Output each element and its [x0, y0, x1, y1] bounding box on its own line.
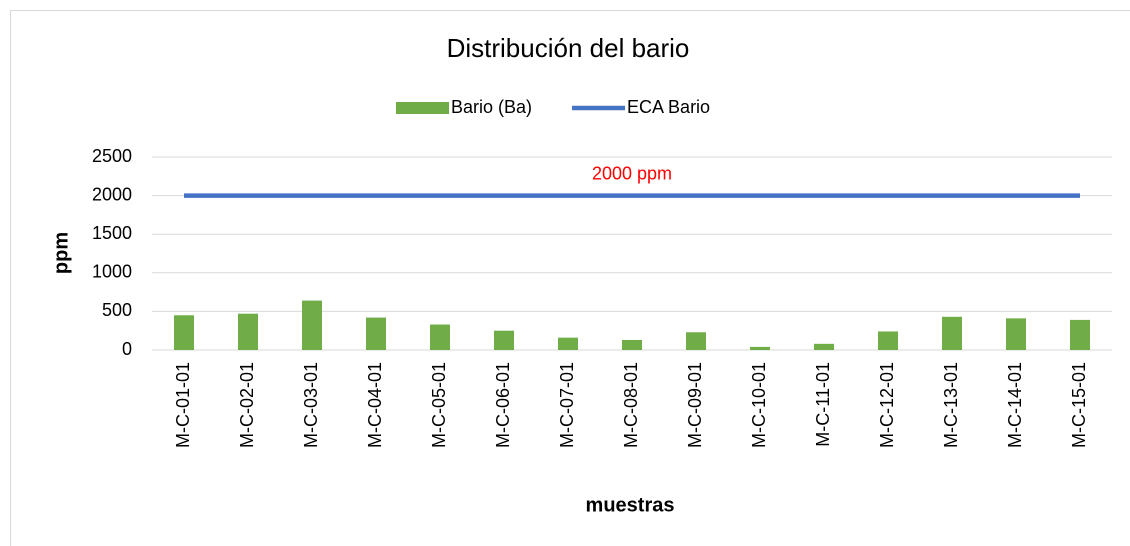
bar	[878, 331, 898, 350]
bar	[366, 317, 386, 350]
y-tick-label: 1500	[92, 223, 132, 243]
x-tick-label: M-C-06-01	[493, 362, 513, 448]
bar	[558, 337, 578, 350]
bar	[686, 332, 706, 350]
annotation: 2000 ppm	[592, 163, 672, 183]
x-axis-label: muestras	[586, 494, 675, 516]
x-tick-label: M-C-03-01	[301, 362, 321, 448]
legend-label: ECA Bario	[627, 97, 710, 117]
x-tick-label: M-C-04-01	[365, 362, 385, 448]
bar	[814, 343, 834, 350]
y-tick-label: 0	[122, 339, 132, 359]
x-tick-label: M-C-09-01	[685, 362, 705, 448]
legend-swatch	[396, 102, 449, 114]
x-tick-label: M-C-13-01	[941, 362, 961, 448]
bar	[430, 324, 450, 350]
chart-frame	[10, 10, 1130, 546]
legend-label: Bario (Ba)	[451, 97, 532, 117]
bar	[1006, 318, 1026, 350]
y-tick-label: 500	[102, 300, 132, 320]
x-tick-label: M-C-07-01	[557, 362, 577, 448]
x-tick-label: M-C-14-01	[1005, 362, 1025, 448]
x-tick-label: M-C-15-01	[1069, 362, 1089, 448]
bar	[494, 330, 514, 350]
y-axis-label: ppm	[50, 232, 72, 274]
x-tick-label: M-C-12-01	[877, 362, 897, 448]
bar	[622, 339, 642, 350]
x-tick-label: M-C-02-01	[237, 362, 257, 448]
y-tick-label: 2000	[92, 184, 132, 204]
x-tick-label: M-C-10-01	[749, 362, 769, 448]
bar	[750, 346, 770, 350]
x-tick-label: M-C-08-01	[621, 362, 641, 448]
y-tick-label: 2500	[92, 146, 132, 166]
bar	[1070, 319, 1090, 350]
chart-title: Distribución del bario	[447, 33, 690, 63]
x-tick-label: M-C-05-01	[429, 362, 449, 448]
x-tick-label: M-C-11-01	[813, 362, 833, 447]
y-tick-label: 1000	[92, 262, 132, 282]
bar	[238, 313, 258, 350]
bar	[174, 315, 194, 350]
bar	[302, 300, 322, 350]
bar	[942, 316, 962, 350]
x-tick-label: M-C-01-01	[173, 362, 193, 448]
